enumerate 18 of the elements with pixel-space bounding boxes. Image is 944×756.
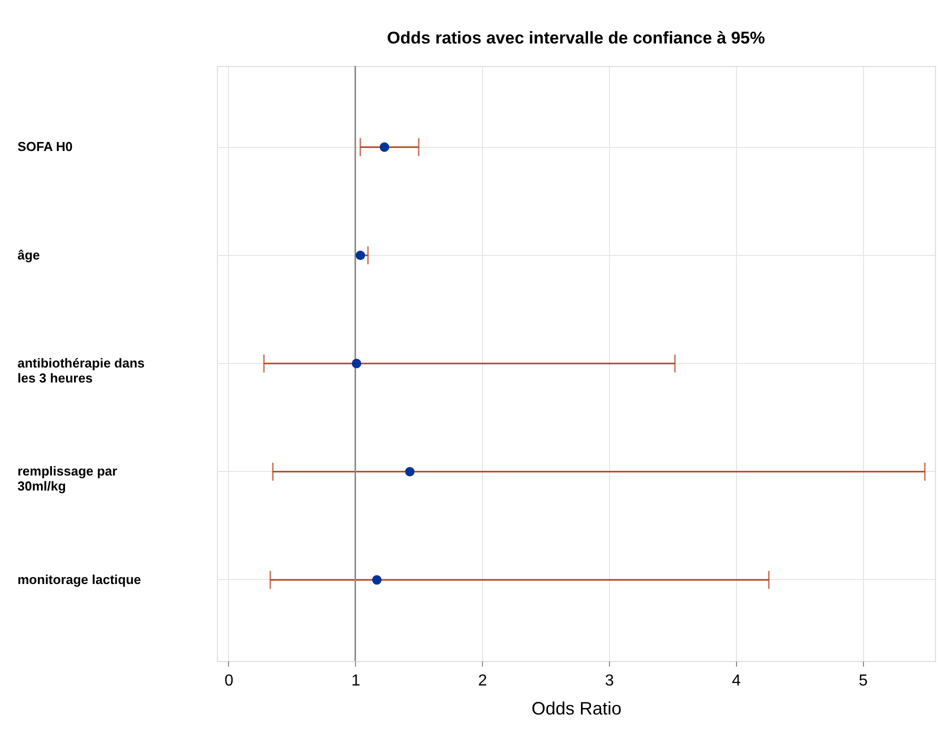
point bbox=[372, 575, 382, 585]
point bbox=[405, 466, 415, 476]
y-tick-label: remplissage par 30ml/kg bbox=[18, 464, 118, 494]
x-tick-label: 4 bbox=[732, 672, 741, 690]
point bbox=[352, 358, 362, 368]
x-tick-label: 5 bbox=[858, 672, 868, 690]
y-tick-label: antibiothérapie dans les 3 heures bbox=[18, 356, 145, 386]
x-tick-label: 0 bbox=[224, 672, 234, 690]
x-tick-label: 3 bbox=[605, 672, 614, 690]
x-tick-label: 2 bbox=[478, 672, 488, 690]
chart-title: Odds ratios avec intervalle de confiance à 95% bbox=[387, 28, 765, 48]
x-axis-title: Odds Ratio bbox=[531, 698, 622, 718]
point bbox=[356, 250, 366, 260]
x-tick-label: 1 bbox=[351, 672, 360, 690]
y-tick-label: SOFA H0 bbox=[18, 139, 73, 154]
y-tick-label: monitorage lactique bbox=[18, 572, 142, 587]
point bbox=[380, 142, 390, 152]
y-tick-label: âge bbox=[18, 247, 40, 262]
